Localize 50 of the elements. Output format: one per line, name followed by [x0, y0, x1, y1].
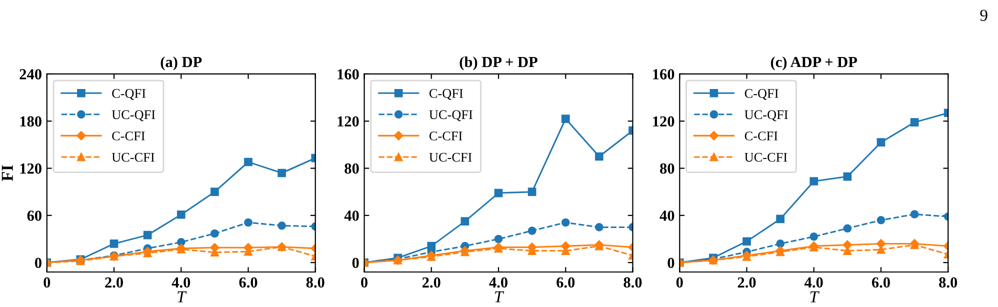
- x-tick-label: 8.0: [306, 277, 324, 288]
- y-tick-label: 160: [338, 69, 359, 80]
- y-tick-label: 240: [20, 69, 42, 80]
- legend-label: C-QFI: [429, 89, 463, 100]
- legend-label: UC-QFI: [112, 110, 156, 122]
- x-tick-label: 4.0: [172, 277, 190, 288]
- x-tick-label: 8.0: [624, 277, 642, 288]
- x-tick-label: 0: [361, 277, 368, 288]
- y-tick-label: 80: [344, 163, 359, 174]
- legend-label: UC-CFI: [744, 152, 788, 162]
- x-tick-label: 0: [44, 277, 50, 288]
- y-tick-label: 120: [338, 116, 359, 127]
- text: 9: [980, 10, 988, 21]
- legend-label: C-CFI: [112, 132, 145, 140]
- legend-label: UC-QFI: [744, 110, 788, 122]
- y-tick-label: 160: [653, 69, 674, 80]
- x-tick-label: 0: [676, 277, 683, 288]
- x-tick-label: 4.0: [804, 277, 823, 288]
- y-tick-label: 60: [27, 210, 42, 221]
- x-tick-label: 4.0: [489, 277, 508, 288]
- y-tick-label: 120: [20, 163, 42, 174]
- y-tick-label: 120: [653, 116, 674, 127]
- chart-title: (a) DP: [160, 56, 202, 70]
- x-tick-label: 6.0: [556, 277, 575, 288]
- y-tick-label: 80: [660, 163, 674, 174]
- chart-title: (b) DP + DP: [460, 56, 538, 70]
- y-tick-label: 40: [344, 210, 359, 221]
- y-axis-title: FI: [2, 165, 13, 182]
- legend-label: UC-CFI: [429, 152, 472, 162]
- legend-label: C-CFI: [744, 132, 778, 140]
- x-axis-title: T: [494, 291, 504, 302]
- y-tick-label: 180: [20, 116, 42, 127]
- y-tick-label: 40: [660, 210, 674, 221]
- y-tick-label: 0: [668, 258, 674, 268]
- legend-label: C-CFI: [429, 132, 462, 140]
- x-tick-label: 2.0: [738, 277, 756, 288]
- x-tick-label: 6.0: [872, 277, 890, 288]
- legend-label: UC-QFI: [429, 110, 472, 122]
- x-tick-label: 2.0: [422, 277, 440, 288]
- legend-label: C-QFI: [744, 89, 778, 100]
- x-axis-title: T: [178, 291, 187, 302]
- x-tick-label: 6.0: [239, 277, 258, 288]
- x-axis-title: T: [810, 291, 820, 302]
- x-tick-label: 2.0: [105, 277, 123, 288]
- chart-title: (c) ADP + DP: [770, 56, 858, 70]
- y-tick-label: 0: [34, 258, 42, 268]
- legend-label: C-QFI: [112, 89, 146, 100]
- x-tick-label: 8.0: [939, 277, 958, 288]
- y-tick-label: 0: [352, 258, 359, 268]
- legend-label: UC-CFI: [112, 152, 154, 162]
